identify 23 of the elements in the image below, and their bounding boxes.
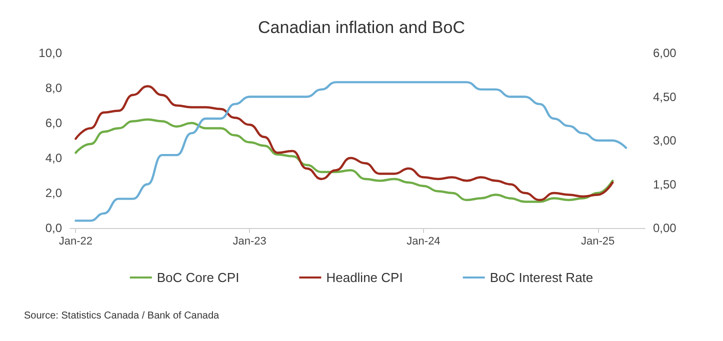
y2-tick-label: 3,00	[653, 134, 677, 148]
line-series	[74, 85, 614, 202]
y2-tick-label: 0,00	[653, 221, 677, 235]
x-tick-label: Jan-23	[232, 236, 266, 248]
legend-label: Headline CPI	[326, 270, 403, 285]
y-tick-label: 0,0	[45, 221, 62, 235]
y-tick-label: 8,0	[45, 81, 62, 95]
legend-label: BoC Core CPI	[156, 270, 240, 285]
source-note: Source: Statistics Canada / Bank of Canada	[24, 310, 220, 322]
y2-tick-label: 1,50	[653, 177, 677, 192]
x-tick-label: Jan-25	[581, 236, 615, 248]
line-series	[74, 118, 614, 203]
y2-tick-label: 4,50	[653, 90, 677, 104]
legend-label: BoC Interest Rate	[490, 270, 594, 285]
y-tick-label: 10,0	[38, 46, 62, 60]
y-tick-label: 6,0	[45, 116, 62, 130]
x-tick-label: Jan-24	[406, 236, 440, 248]
x-tick-label: Jan-22	[58, 236, 93, 248]
line-series	[74, 81, 628, 222]
y2-tick-label: 6,00	[653, 46, 677, 60]
chart-title: Canadian inflation and BoC	[258, 18, 465, 37]
y-tick-label: 4,0	[45, 151, 62, 165]
y-tick-label: 2,0	[45, 186, 62, 200]
